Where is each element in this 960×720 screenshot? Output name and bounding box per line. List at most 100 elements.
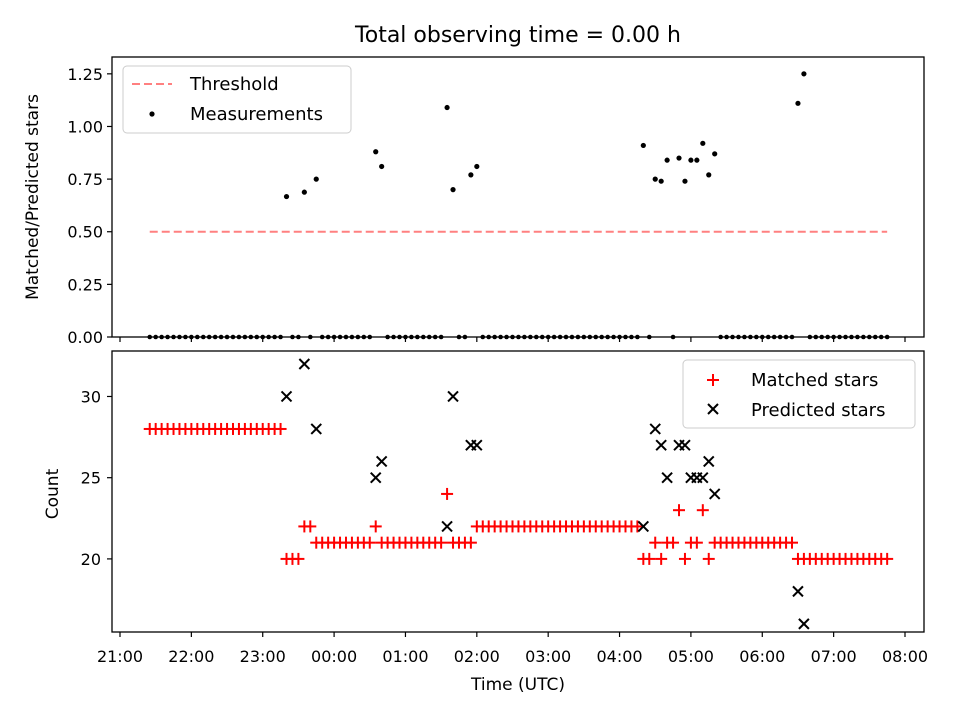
- predicted-star-point: [637, 520, 650, 533]
- x-tick-label: 05:00: [668, 647, 714, 666]
- measurements-legend-marker: [149, 111, 155, 117]
- measurement-point: [795, 100, 801, 106]
- top-panel: 0.00 0.25 0.50 0.75 1.00 1.25 Matched/Predict…: [23, 56, 925, 347]
- top-y-axis-label: Matched/Predicted stars: [23, 94, 43, 300]
- predicted-star-point: [655, 439, 667, 451]
- matched-star-point: [304, 520, 317, 533]
- predicted-star-point: [708, 488, 721, 500]
- matched-star-point: [274, 422, 287, 435]
- top-y-tick-label: 0.75: [67, 170, 103, 189]
- bottom-axes-frame: [111, 350, 925, 633]
- x-tick-label: 06:00: [739, 647, 785, 666]
- top-y-ticks: 0.00 0.25 0.50 0.75 1.00 1.25: [67, 65, 112, 347]
- predicted-star-point: [370, 471, 382, 484]
- x-tick-label: 21:00: [97, 647, 143, 666]
- measurement-point: [373, 149, 379, 155]
- matched-star-point: [797, 552, 810, 565]
- top-axes-frame: [111, 56, 925, 338]
- x-axis-label: Time (UTC): [470, 675, 565, 695]
- predicted-star-point: [441, 520, 453, 533]
- top-x-ticks: [119, 337, 906, 342]
- measurement-point: [474, 163, 480, 170]
- measurement-point: [688, 157, 694, 163]
- matched-star-point: [441, 487, 454, 500]
- predicted-star-point: [792, 585, 804, 598]
- chart-title: Total observing time = 0.00 h: [354, 23, 681, 48]
- x-tick-label: 04:00: [596, 647, 642, 666]
- x-tick-label: 08:00: [882, 647, 928, 666]
- measurement-point: [664, 157, 670, 163]
- measurement-point: [283, 193, 290, 200]
- predicted-star-point: [703, 455, 715, 468]
- measurement-point: [468, 172, 474, 178]
- measurement-point: [450, 187, 456, 193]
- matched-star-point: [702, 552, 715, 565]
- bottom-y-tick-label: 20: [81, 550, 101, 569]
- predicted-star-point: [298, 358, 311, 370]
- matched-star-point: [292, 552, 305, 565]
- matched-star-point: [786, 536, 799, 549]
- measurement-point: [652, 176, 658, 182]
- matched-star-point: [690, 536, 703, 549]
- measurement-point: [682, 178, 688, 184]
- measurement-point: [379, 163, 385, 170]
- measurement-point: [801, 71, 807, 77]
- top-y-tick-label: 1.25: [67, 65, 103, 84]
- predicted-stars-legend-label: Predicted stars: [751, 400, 885, 421]
- bottom-legend-box: [682, 359, 916, 429]
- matched-star-point: [464, 536, 477, 549]
- top-y-tick-label: 0.25: [67, 275, 103, 294]
- predicted-star-point: [375, 455, 388, 468]
- matched-stars-legend-label: Matched stars: [751, 370, 878, 391]
- bottom-y-ticks: 20 25 30: [81, 387, 112, 569]
- predicted-star-point: [471, 439, 483, 451]
- matched-star-point: [369, 520, 382, 533]
- measurement-point: [658, 178, 664, 184]
- measurement-point: [640, 142, 646, 149]
- measurement-point: [712, 151, 718, 157]
- x-tick-label: 02:00: [454, 647, 500, 666]
- predicted-star-point: [447, 390, 459, 403]
- matched-star-point: [363, 536, 376, 549]
- x-tick-label: 01:00: [382, 647, 428, 666]
- matched-star-point: [643, 552, 656, 565]
- top-y-tick-label: 0.00: [67, 328, 103, 347]
- bottom-y-tick-label: 30: [81, 387, 101, 406]
- predicted-stars-legend-marker: [707, 403, 719, 415]
- measurement-point: [706, 172, 712, 178]
- top-y-tick-label: 1.00: [67, 117, 103, 136]
- threshold-legend-label: Threshold: [189, 74, 279, 95]
- bottom-panel: 20 25 30 21:00 22:00 23:00 00:00 01:00 02:00 03:…: [43, 350, 928, 695]
- matched-star-point: [631, 520, 644, 533]
- matched-star-point: [696, 504, 709, 517]
- matched-stars-legend-marker: [707, 374, 719, 386]
- x-tick-label: 00:00: [311, 647, 357, 666]
- top-y-tick-label: 0.50: [67, 223, 103, 242]
- measurement-point: [444, 104, 450, 111]
- matched-star-point: [881, 552, 894, 565]
- x-tick-label: 23:00: [240, 647, 286, 666]
- x-tick-label: 22:00: [168, 647, 214, 666]
- bottom-data-layer: [143, 358, 894, 630]
- top-legend: Threshold Measurements: [122, 65, 352, 134]
- predicted-star-point: [310, 423, 322, 435]
- matched-star-point: [435, 536, 448, 549]
- matched-star-point: [655, 552, 668, 565]
- matched-star-point: [678, 552, 691, 565]
- predicted-star-point: [280, 390, 293, 403]
- matched-star-point: [673, 504, 686, 517]
- measurement-point: [694, 157, 700, 163]
- measurements-legend-label: Measurements: [190, 104, 323, 125]
- matched-star-point: [667, 536, 680, 549]
- measurement-point: [313, 176, 319, 182]
- predicted-star-point: [679, 439, 691, 451]
- predicted-star-point: [798, 618, 810, 630]
- predicted-star-point: [649, 423, 661, 435]
- bottom-x-ticks: 21:00 22:00 23:00 00:00 01:00 02:00 03:00 04:00…: [97, 632, 928, 666]
- matched-star-point: [649, 536, 662, 549]
- measurement-point: [700, 140, 706, 146]
- bottom-legend: Matched stars Predicted stars: [682, 359, 916, 429]
- bottom-y-tick-label: 25: [81, 469, 101, 488]
